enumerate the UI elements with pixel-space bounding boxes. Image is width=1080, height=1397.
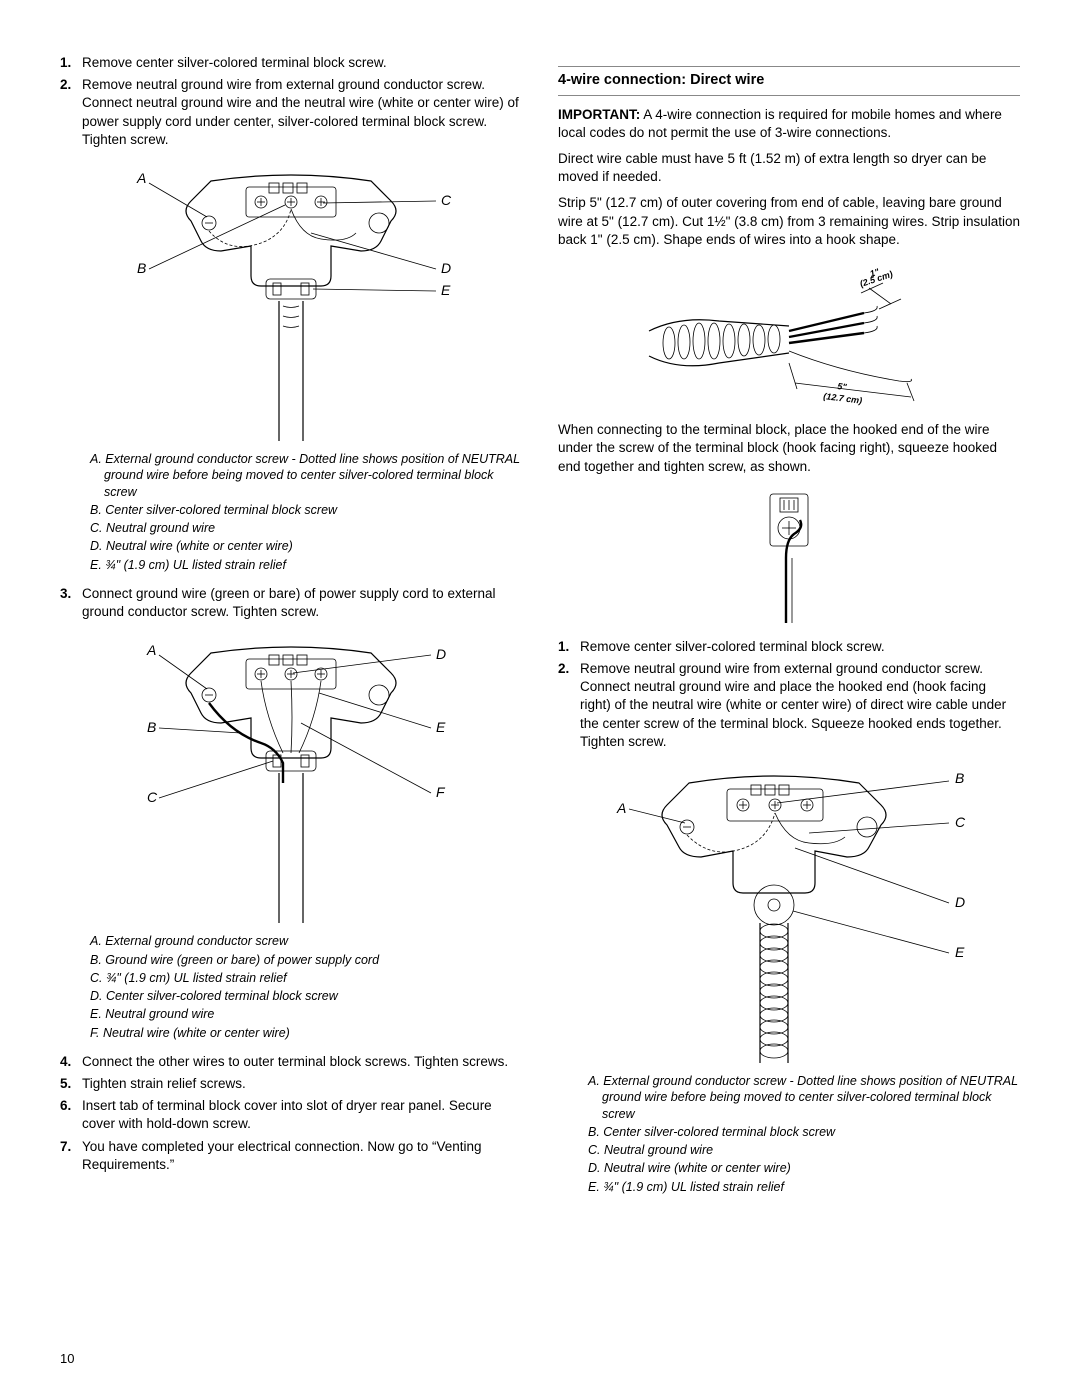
diagram-label-a: A — [136, 170, 146, 186]
caption-item: C. Neutral ground wire — [588, 1142, 1020, 1158]
step-text: Connect the other wires to outer termina… — [82, 1053, 522, 1071]
steps-list-1: 1.Remove center silver-colored terminal … — [60, 54, 522, 149]
figure-3-caption: A. External ground conductor screw - Dot… — [588, 1073, 1020, 1195]
page-number: 10 — [60, 1350, 74, 1368]
diagram-label-b: B — [147, 719, 156, 735]
dim-label: (12.7 cm) — [823, 391, 863, 406]
caption-item: D. Center silver-colored terminal block … — [90, 988, 522, 1004]
diagram-label-c: C — [147, 789, 158, 805]
paragraph: When connecting to the terminal block, p… — [558, 421, 1020, 476]
step-text: Remove center silver-colored terminal bl… — [580, 638, 1020, 656]
caption-item: B. Center silver-colored terminal block … — [90, 502, 522, 518]
diagram-label-e: E — [955, 944, 965, 960]
step-text: Tighten strain relief screws. — [82, 1075, 522, 1093]
diagram-label-d: D — [441, 260, 451, 276]
step-number: 2. — [558, 660, 580, 751]
step-number: 3. — [60, 585, 82, 621]
figure-1-caption: A. External ground conductor screw - Dot… — [90, 451, 522, 573]
step-number: 4. — [60, 1053, 82, 1071]
caption-item: A. External ground conductor screw - Dot… — [90, 451, 522, 500]
step-text: Insert tab of terminal block cover into … — [82, 1097, 522, 1133]
caption-item: D. Neutral wire (white or center wire) — [588, 1160, 1020, 1176]
diagram-label-b: B — [137, 260, 146, 276]
diagram-label-d: D — [436, 646, 446, 662]
figure-terminal-block-1: A B C D E — [60, 161, 522, 441]
step-number: 1. — [558, 638, 580, 656]
caption-item: C. Neutral ground wire — [90, 520, 522, 536]
step-number: 1. — [60, 54, 82, 72]
section-heading: 4-wire connection: Direct wire — [558, 66, 1020, 96]
left-column: 1.Remove center silver-colored terminal … — [60, 54, 522, 1207]
step-number: 2. — [60, 76, 82, 149]
step-number: 5. — [60, 1075, 82, 1093]
important-paragraph: IMPORTANT: A 4-wire connection is requir… — [558, 106, 1020, 142]
diagram-label-e: E — [436, 719, 446, 735]
figure-2-caption: A. External ground conductor screw B. Gr… — [90, 933, 522, 1041]
step-text: You have completed your electrical conne… — [82, 1138, 522, 1174]
caption-item: D. Neutral wire (white or center wire) — [90, 538, 522, 554]
caption-item: B. Ground wire (green or bare) of power … — [90, 952, 522, 968]
caption-item: E. ¾" (1.9 cm) UL listed strain relief — [90, 557, 522, 573]
dim-label: 5" — [837, 381, 848, 392]
diagram-label-a: A — [146, 642, 156, 658]
figure-terminal-block-3: A B C D E — [558, 763, 1020, 1063]
diagram-label-a: A — [616, 800, 626, 816]
step-text: Connect ground wire (green or bare) of p… — [82, 585, 522, 621]
caption-item: E. ¾" (1.9 cm) UL listed strain relief — [588, 1179, 1020, 1195]
step-text: Remove neutral ground wire from external… — [82, 76, 522, 149]
figure-hook-screw — [558, 488, 1020, 628]
caption-item: A. External ground conductor screw - Dot… — [588, 1073, 1020, 1122]
step-text: Remove neutral ground wire from external… — [580, 660, 1020, 751]
step-number: 7. — [60, 1138, 82, 1174]
caption-item: A. External ground conductor screw — [90, 933, 522, 949]
steps-list-3: 4.Connect the other wires to outer termi… — [60, 1053, 522, 1174]
steps-list-right: 1.Remove center silver-colored terminal … — [558, 638, 1020, 751]
caption-item: F. Neutral wire (white or center wire) — [90, 1025, 522, 1041]
caption-item: E. Neutral ground wire — [90, 1006, 522, 1022]
diagram-label-c: C — [441, 192, 452, 208]
diagram-label-d: D — [955, 894, 965, 910]
figure-cable-strip: 1" (2.5 cm) 5" (12.7 cm) — [558, 261, 1020, 411]
step-number: 6. — [60, 1097, 82, 1133]
diagram-label-b: B — [955, 770, 964, 786]
steps-list-2: 3.Connect ground wire (green or bare) of… — [60, 585, 522, 621]
diagram-label-c: C — [955, 814, 966, 830]
diagram-label-e: E — [441, 282, 451, 298]
figure-terminal-block-2: A B C D E F — [60, 633, 522, 923]
right-column: 4-wire connection: Direct wire IMPORTANT… — [558, 54, 1020, 1207]
caption-item: C. ¾" (1.9 cm) UL listed strain relief — [90, 970, 522, 986]
caption-item: B. Center silver-colored terminal block … — [588, 1124, 1020, 1140]
paragraph: Direct wire cable must have 5 ft (1.52 m… — [558, 150, 1020, 186]
diagram-label-f: F — [436, 784, 446, 800]
two-column-layout: 1.Remove center silver-colored terminal … — [60, 54, 1020, 1207]
paragraph: Strip 5" (12.7 cm) of outer covering fro… — [558, 194, 1020, 249]
step-text: Remove center silver-colored terminal bl… — [82, 54, 522, 72]
important-label: IMPORTANT: — [558, 107, 640, 122]
